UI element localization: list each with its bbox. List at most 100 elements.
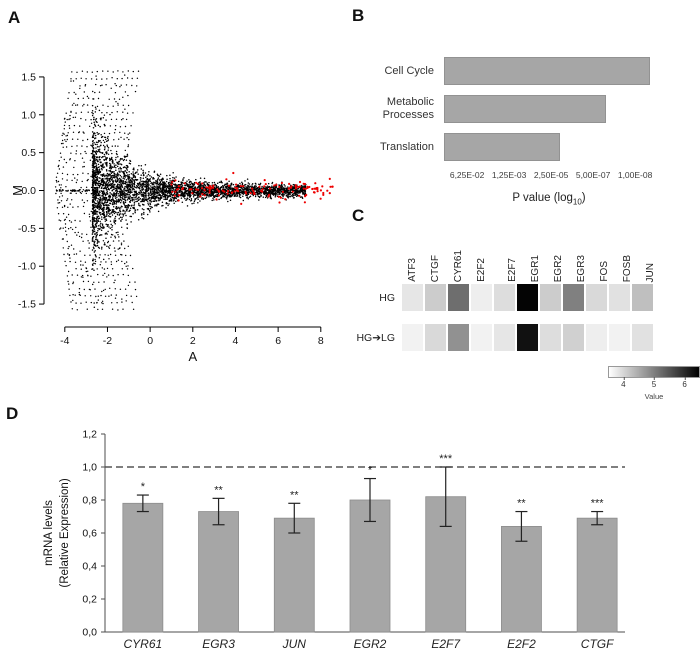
- svg-text:-1.5: -1.5: [18, 299, 36, 311]
- panel-a-label: A: [8, 8, 21, 27]
- heatmap-cell: [517, 284, 538, 311]
- qpcr-bar: [198, 511, 239, 633]
- y-axis: 0,0 0,2 0,4 0,6 0,8 1,0 1,2: [82, 429, 106, 639]
- svg-text:6: 6: [275, 335, 281, 347]
- svg-text:0,8: 0,8: [82, 495, 97, 507]
- go-term-row: Cell Cycle: [352, 56, 664, 86]
- panel-d-label: D: [6, 404, 19, 423]
- qpcr-bar: [122, 502, 164, 633]
- heatmap-grid: HG HG➔LG: [352, 284, 700, 351]
- significance-stars: *: [141, 481, 146, 493]
- svg-text:0,2: 0,2: [82, 594, 97, 606]
- go-bar-track: [444, 132, 654, 162]
- go-axis-label-suffix: ): [581, 192, 586, 204]
- go-category-label: Translation: [379, 140, 434, 153]
- significance-stars: **: [517, 498, 526, 510]
- go-axis-tick-label: 1,00E-08: [617, 170, 653, 180]
- heatmap-cell: [448, 324, 469, 351]
- gene-label: E2F7: [431, 637, 461, 651]
- svg-text:1.5: 1.5: [21, 71, 36, 83]
- go-bar-track: [444, 56, 654, 86]
- significance-stars: ***: [591, 498, 605, 510]
- svg-text:2: 2: [190, 335, 196, 347]
- error-bar: [288, 502, 301, 534]
- gene-label: JUN: [282, 637, 307, 651]
- svg-text:8: 8: [318, 335, 324, 347]
- heatmap-colorbar: 4 5 6 Value: [608, 366, 700, 401]
- go-axis-tick-label: 1,25E-03: [491, 170, 527, 180]
- heatmap-cell: [632, 284, 653, 311]
- black-points-group: [54, 70, 307, 311]
- x-axis: -4 -2 0 2 4 6 8: [60, 326, 324, 347]
- significance-stars: **: [214, 484, 223, 496]
- significance-stars: *: [368, 465, 373, 477]
- error-bar: [515, 510, 528, 542]
- heatmap-cell: [425, 284, 446, 311]
- heatmap-column-label: FOS: [598, 261, 610, 282]
- gene-label: CYR61: [124, 637, 163, 651]
- go-term-bar: [444, 133, 560, 161]
- go-category-label: Cell Cycle: [384, 64, 434, 77]
- red-significant-points-group: [170, 171, 334, 205]
- svg-text:4: 4: [233, 335, 239, 347]
- go-axis-ticks: 6,25E-02 1,25E-03 2,50E-05 5,00E-07 1,00E-08: [444, 170, 654, 184]
- y-axis-title-line2: (Relative Expression): [59, 478, 71, 587]
- heatmap-cell: [494, 324, 515, 351]
- heatmap-column-label: CYR61: [452, 249, 464, 282]
- heatmap-column-label: FOSB: [621, 254, 633, 282]
- heatmap-cell: [563, 324, 584, 351]
- heatmap-column-label: E2F7: [506, 258, 518, 282]
- heatmap-cell: [540, 324, 561, 351]
- svg-text:-4: -4: [60, 335, 69, 347]
- svg-text:1,0: 1,0: [82, 462, 97, 474]
- error-bar: [439, 466, 452, 528]
- colorbar-tick-label: 6: [682, 377, 687, 389]
- heatmap-row: HG: [352, 284, 700, 311]
- qpcr-bar: [501, 526, 542, 633]
- error-bar: [212, 497, 225, 526]
- svg-text:1.0: 1.0: [21, 109, 36, 121]
- panel-c-label: C: [352, 206, 365, 225]
- heatmap-row-label: HG: [379, 291, 395, 304]
- heatmap-column-label: EGR2: [552, 254, 564, 282]
- qpcr-bar: [273, 517, 315, 633]
- heatmap-cell: [632, 324, 653, 351]
- heatmap-cell: [609, 324, 630, 351]
- heatmap-column-label: EGR1: [529, 254, 541, 282]
- heatmap-cell: [540, 284, 561, 311]
- heatmap-cell: [494, 284, 515, 311]
- heatmap-cell: [471, 324, 492, 351]
- heatmap-column-label: ATF3: [406, 258, 418, 282]
- qpcr-bar-chart: 0,0 0,2 0,4 0,6 0,8 1,0 1,2 * CYR61 ** EGR3 ** JUN * E…: [43, 429, 625, 651]
- heatmap-cell: [586, 324, 607, 351]
- heatmap-row: HG➔LG: [352, 324, 700, 351]
- go-axis-label-subscript: 10: [572, 197, 582, 207]
- svg-text:0.5: 0.5: [21, 147, 36, 159]
- heatmap-cell: [517, 324, 538, 351]
- heatmap-cell: [563, 284, 584, 311]
- y-axis: 1.5 1.0 0.5 0.0 -0.5 -1.0 -1.5: [18, 71, 45, 311]
- heatmap-column-label: JUN: [644, 262, 656, 282]
- heatmap-cell: [402, 324, 423, 351]
- heatmap-column-label: EGR3: [575, 254, 587, 282]
- go-term-bar: [444, 57, 650, 85]
- heatmap-cell: [609, 284, 630, 311]
- svg-text:1,2: 1,2: [82, 429, 97, 441]
- go-term-bar: [444, 95, 606, 123]
- heatmap-column-label: E2F2: [475, 258, 487, 282]
- svg-text:0: 0: [147, 335, 153, 347]
- error-bar: [364, 477, 376, 523]
- heatmap-cell: [586, 284, 607, 311]
- svg-text:-2: -2: [103, 335, 112, 347]
- svg-text:-0.5: -0.5: [18, 223, 36, 235]
- y-axis-title-line1: mRNA levels: [43, 500, 55, 566]
- go-axis-tick-label: 6,25E-02: [449, 170, 485, 180]
- go-enrichment-chart: Cell Cycle Metabolic Processes Translation…: [352, 30, 664, 206]
- x-axis-title: A: [188, 349, 197, 364]
- significance-stars: **: [290, 489, 299, 501]
- gene-label: EGR3: [202, 637, 235, 651]
- go-term-row: Metabolic Processes: [352, 94, 664, 124]
- heatmap-cell: [425, 324, 446, 351]
- go-axis-label: P value (log10): [444, 192, 654, 206]
- colorbar-ticks: 4 5 6: [608, 377, 700, 391]
